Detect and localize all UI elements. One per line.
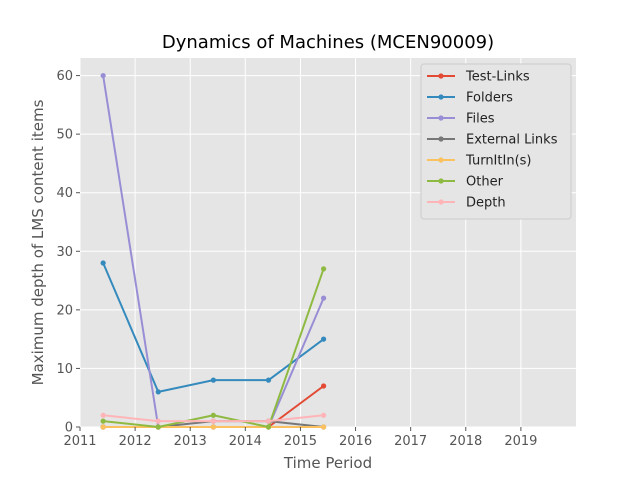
data-point (210, 412, 216, 418)
x-axis: 2011 2012 2013 2014 2015 2016 2017 2018 2019 (63, 427, 537, 449)
data-point (100, 412, 106, 418)
data-point (320, 412, 327, 418)
x-tick-label: 2013 (174, 434, 207, 449)
data-point (320, 383, 327, 389)
y-tick-label: 40 (56, 186, 73, 201)
legend-marker (438, 136, 444, 142)
x-tick-label: 2019 (504, 434, 537, 449)
legend-label: Depth (466, 196, 506, 211)
legend: Test-Links Folders Files External Links Turn… (420, 63, 572, 220)
y-tick-label: 20 (56, 303, 73, 318)
data-point (100, 424, 106, 430)
data-point (210, 377, 216, 383)
data-point (265, 377, 272, 383)
legend-marker (438, 73, 444, 79)
y-tick-label: 50 (56, 128, 73, 143)
x-tick-label: 2015 (284, 434, 317, 449)
legend-marker (438, 157, 444, 163)
chart-title: Dynamics of Machines (MCEN90009) (162, 32, 494, 53)
data-point (100, 260, 106, 266)
data-point (320, 266, 327, 272)
series-other (100, 266, 327, 430)
x-tick-label: 2016 (339, 434, 372, 449)
y-tick-label: 60 (56, 69, 73, 84)
legend-marker (438, 115, 444, 121)
x-tick-label: 2011 (63, 434, 96, 449)
legend-label: TurnItIn(s) (465, 154, 531, 169)
legend-marker (438, 178, 444, 184)
data-point (265, 418, 272, 424)
legend-label: External Links (466, 133, 558, 148)
x-axis-title: Time Period (283, 454, 372, 472)
y-tick-label: 30 (56, 245, 73, 260)
x-tick-label: 2018 (449, 434, 482, 449)
series-layer (100, 72, 327, 430)
y-tick-label: 10 (56, 362, 73, 377)
legend-label: Test-Links (465, 70, 530, 85)
legend-label: Folders (466, 91, 513, 106)
data-point (320, 336, 327, 342)
y-axis-title: Maximum depth of LMS content items (29, 99, 47, 385)
y-tick-label: 0 (65, 421, 73, 436)
data-point (320, 295, 327, 301)
data-point (210, 424, 216, 430)
series-depth (100, 412, 327, 424)
x-tick-label: 2017 (394, 434, 427, 449)
legend-box (420, 63, 572, 220)
data-point (155, 418, 161, 424)
y-axis: 0 10 20 30 40 50 60 (56, 69, 80, 436)
data-point (320, 424, 327, 430)
data-point (265, 424, 272, 430)
data-point (155, 389, 161, 395)
data-point (155, 424, 161, 430)
series-folders (100, 260, 327, 395)
data-point (210, 418, 216, 424)
x-tick-label: 2014 (229, 434, 262, 449)
legend-label: Files (466, 112, 495, 127)
data-point (100, 72, 106, 79)
legend-marker (438, 199, 444, 205)
legend-label: Other (466, 175, 504, 190)
legend-marker (438, 94, 444, 100)
data-point (100, 418, 106, 424)
x-tick-label: 2012 (119, 434, 152, 449)
